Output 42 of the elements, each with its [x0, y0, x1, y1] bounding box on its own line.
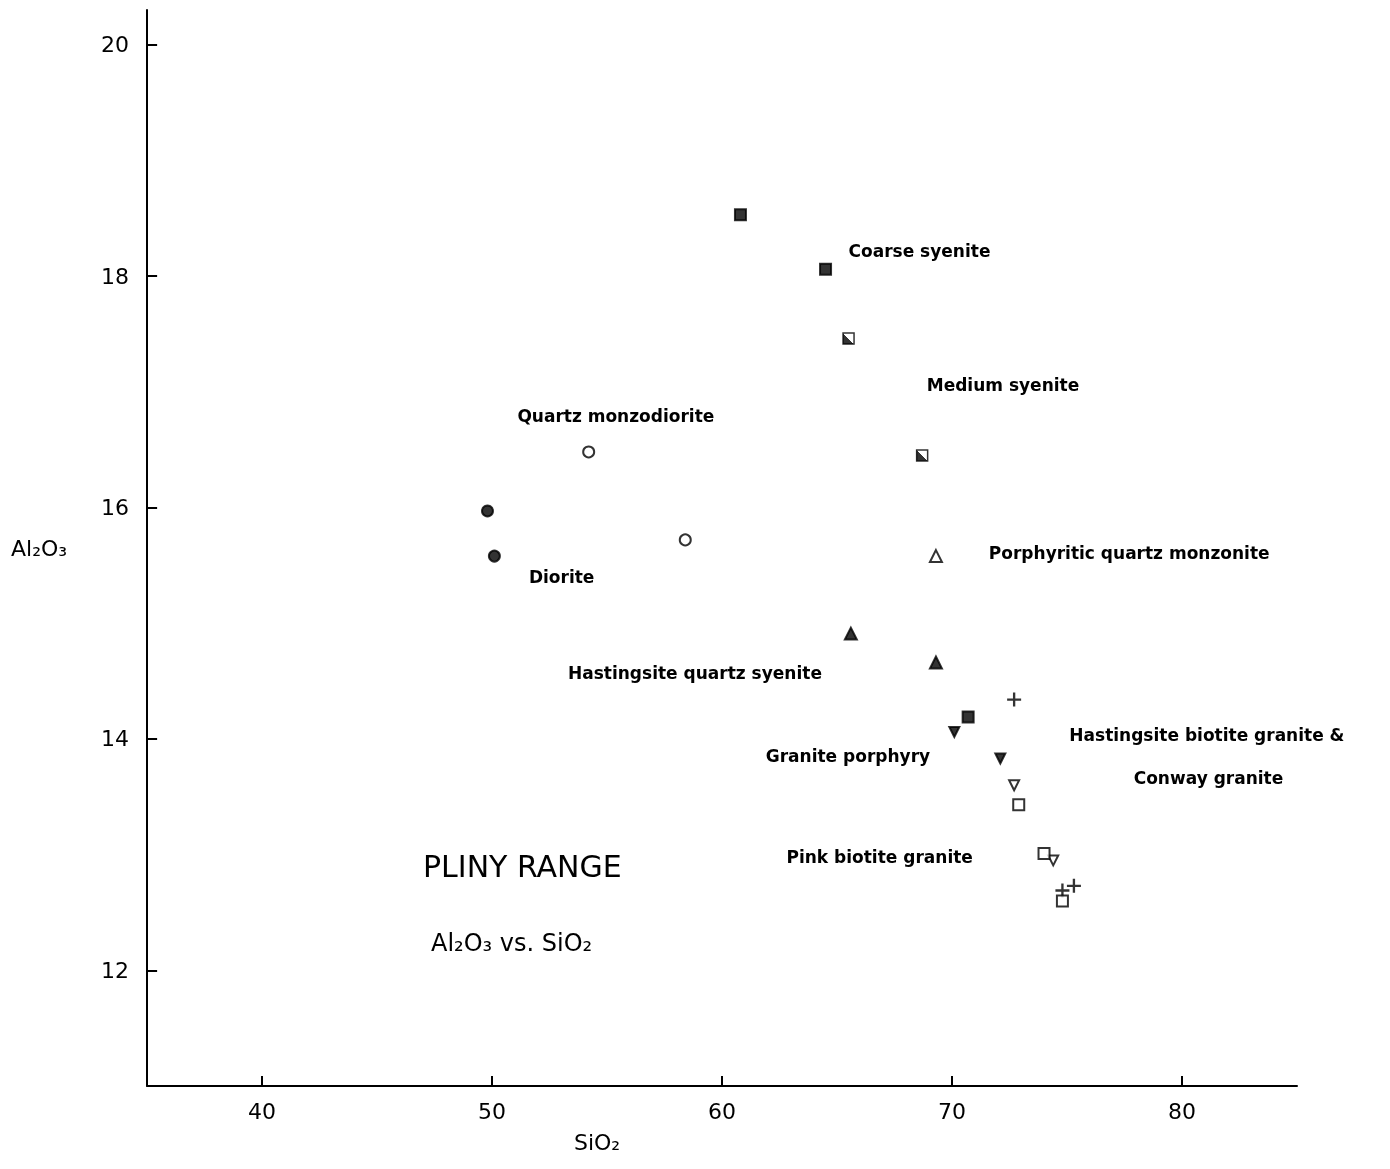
x-tick-label: 80: [1168, 1098, 1197, 1124]
x-tick-label: 70: [938, 1098, 967, 1124]
point: [843, 626, 858, 641]
annotation: Medium syenite: [926, 374, 1080, 395]
point: [1012, 798, 1026, 812]
point: [1055, 894, 1069, 908]
annotation: Granite porphyry: [765, 746, 931, 767]
point: [928, 655, 943, 670]
point: [842, 332, 855, 345]
point: [928, 549, 943, 564]
text: Al₂O₃ vs. SiO₂: [431, 929, 593, 957]
point: [678, 533, 692, 547]
annotation: Coarse syenite: [848, 240, 991, 261]
annotation: Quartz monzodiorite: [517, 406, 715, 427]
point: [480, 504, 494, 518]
point: [994, 752, 1007, 765]
text: PLINY RANGE: [423, 848, 622, 884]
x-tick-label: 40: [248, 1098, 277, 1124]
x-axis-title: SiO₂: [573, 1129, 621, 1155]
y-axis-title: Al₂O₃: [10, 535, 68, 561]
point: [961, 710, 975, 724]
point: [1007, 692, 1022, 707]
annotation: Hastingsite biotite granite &: [1069, 725, 1345, 746]
point: [733, 208, 747, 222]
y-tick-label: 12: [101, 957, 130, 983]
y-tick-label: 14: [101, 726, 130, 752]
annotation: Porphyritic quartz monzonite: [988, 542, 1270, 563]
y-tick-label: 20: [101, 32, 130, 58]
annotation: Diorite: [528, 566, 595, 587]
point: [819, 262, 833, 276]
annotation: Conway granite: [1133, 768, 1284, 789]
y-tick-label: 18: [101, 263, 130, 289]
point: [1008, 779, 1021, 792]
point: [915, 449, 929, 462]
annotation: Hastingsite quartz syenite: [567, 662, 822, 683]
annotation: Pink biotite granite: [786, 846, 973, 867]
point: [1037, 846, 1051, 860]
point: [487, 549, 501, 563]
y-tick-label: 16: [101, 495, 130, 521]
x-tick-label: 50: [478, 1098, 507, 1124]
point: [582, 445, 596, 459]
x-tick-label: 60: [708, 1098, 737, 1124]
